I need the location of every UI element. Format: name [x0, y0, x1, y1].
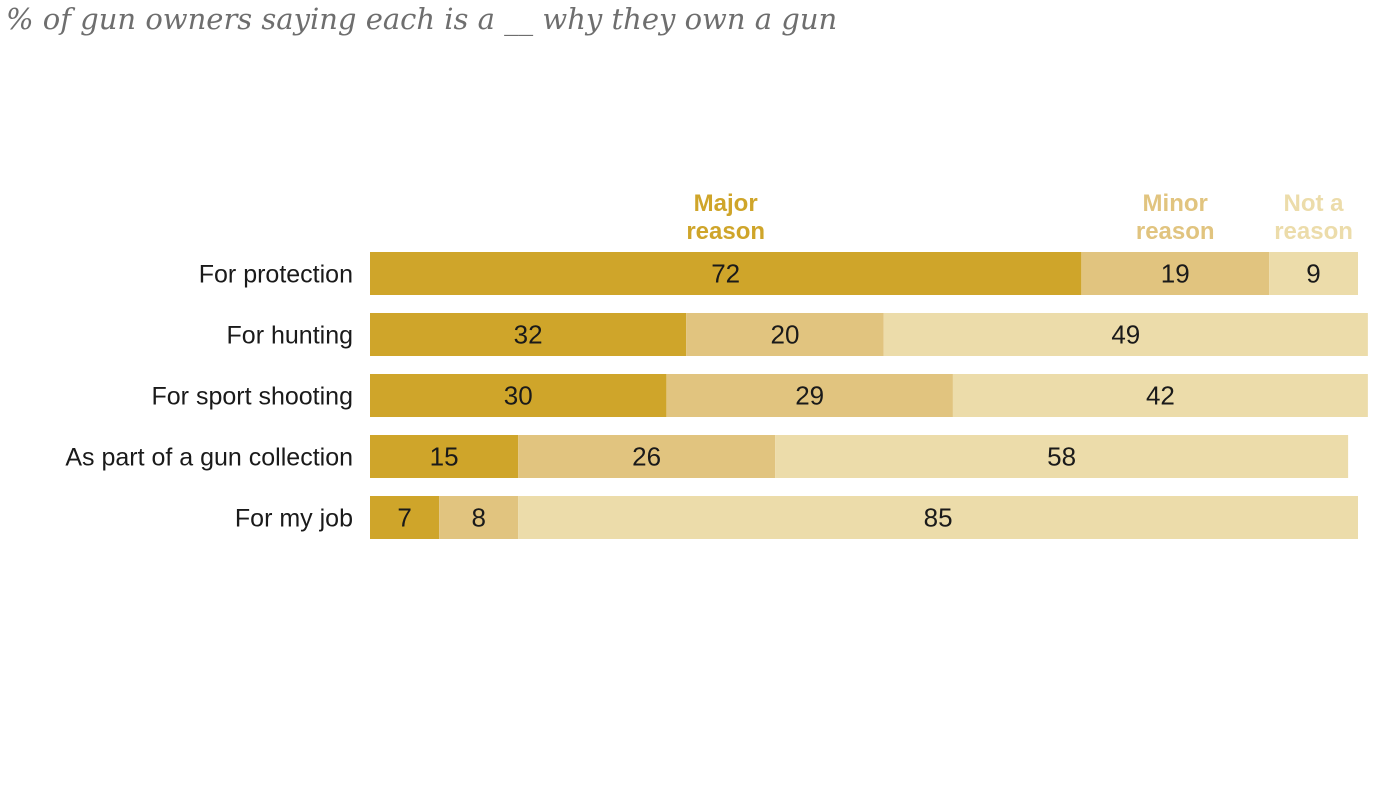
category-label: For sport shooting	[152, 383, 354, 411]
legend-label-line: reason	[686, 218, 765, 245]
value-label-not-a-reason: 9	[1306, 259, 1320, 289]
bar-row-for-sport-shooting: 30 29 42	[370, 374, 1368, 417]
bar-segment-minor-reason	[1081, 252, 1270, 295]
value-label-minor-reason: 20	[770, 320, 799, 350]
legend-label-line: Not a	[1284, 190, 1345, 217]
legend-label-line: Minor	[1143, 190, 1208, 217]
value-label-minor-reason: 26	[632, 442, 661, 472]
chart-subtitle: % of gun owners saying each is a __ why …	[6, 2, 838, 36]
bar-segment-not-a-reason	[775, 435, 1349, 478]
value-label-major-reason: 32	[514, 320, 543, 350]
bar-row-for-hunting: 32 20 49	[370, 313, 1368, 356]
bar-segment-not-a-reason	[883, 313, 1368, 356]
category-label: For my job	[235, 505, 353, 533]
bar-segment-not-a-reason	[518, 496, 1358, 539]
value-label-not-a-reason: 49	[1111, 320, 1140, 350]
value-label-major-reason: 72	[711, 259, 740, 289]
legend-label-line: reason	[1274, 218, 1353, 245]
bar-segment-major-reason	[370, 435, 519, 478]
bar-row-for-my-job: 7 8 85	[370, 496, 1358, 539]
bar-row-as-part-of-a-gun-collection: 15 26 58	[370, 435, 1349, 478]
bar-segment-major-reason	[370, 313, 687, 356]
bar-segment-major-reason	[370, 496, 440, 539]
value-label-not-a-reason: 42	[1146, 381, 1175, 411]
category-labels: For protection For hunting For sport shoot…	[65, 261, 353, 533]
bar-segment-minor-reason	[439, 496, 519, 539]
bar-segment-major-reason	[370, 252, 1082, 295]
value-label-minor-reason: 19	[1161, 259, 1190, 289]
value-label-not-a-reason: 58	[1047, 442, 1076, 472]
value-label-major-reason: 7	[397, 503, 411, 533]
legend-label-line: Major	[694, 190, 758, 217]
bars: 72 19 9 32 20 49 30 29 42 15 26 58 7 8 85	[370, 252, 1368, 539]
bar-segment-minor-reason	[666, 374, 953, 417]
category-label: As part of a gun collection	[65, 444, 353, 472]
value-label-minor-reason: 8	[471, 503, 485, 533]
category-label: For hunting	[227, 322, 353, 350]
value-label-major-reason: 30	[504, 381, 533, 411]
bar-segment-major-reason	[370, 374, 667, 417]
bar-segment-minor-reason	[518, 435, 776, 478]
bar-row-for-protection: 72 19 9	[370, 252, 1358, 295]
value-label-not-a-reason: 85	[924, 503, 953, 533]
category-label: For protection	[199, 261, 353, 289]
value-label-major-reason: 15	[430, 442, 459, 472]
bar-segment-minor-reason	[686, 313, 884, 356]
bar-segment-not-a-reason	[1269, 252, 1358, 295]
value-label-minor-reason: 29	[795, 381, 824, 411]
legend-label-line: reason	[1136, 218, 1215, 245]
bar-segment-not-a-reason	[952, 374, 1368, 417]
